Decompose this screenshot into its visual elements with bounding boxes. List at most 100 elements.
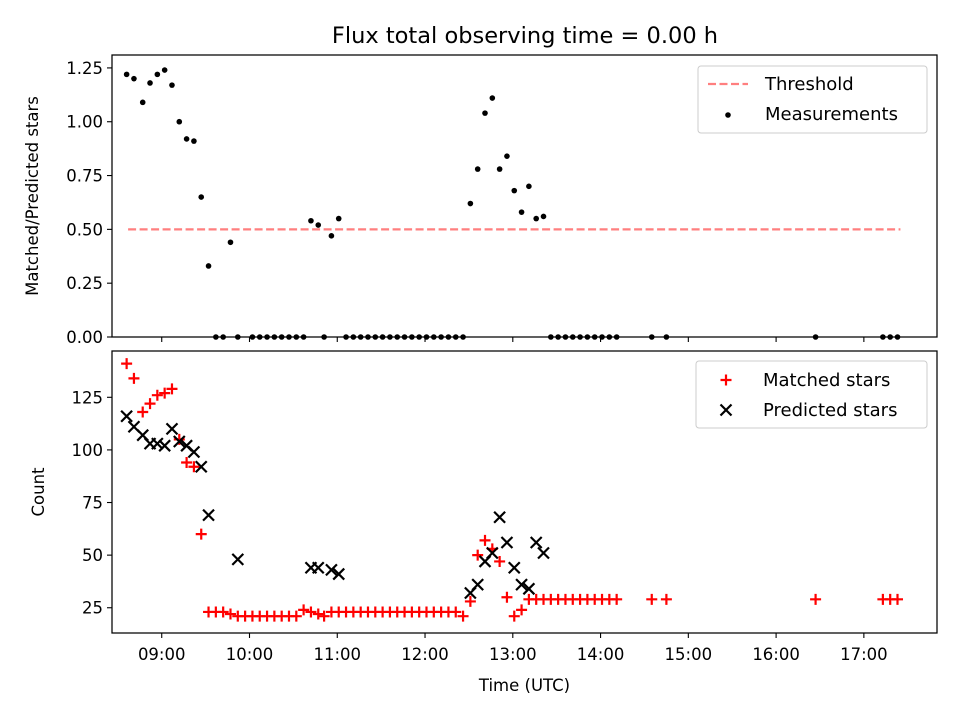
bottom-panel: 25 50 75 100 125 09:00 10:00 11:00 12:00 13:00 14… xyxy=(29,350,938,695)
matched-star-point xyxy=(508,610,520,622)
measurement-point xyxy=(482,110,488,116)
predicted-star-point xyxy=(471,578,484,591)
measurement-point xyxy=(198,194,205,200)
predicted-star-point xyxy=(165,422,179,436)
y-tick-label: 50 xyxy=(82,546,103,565)
legend-matched-label: Matched stars xyxy=(763,370,890,391)
predicted-star-point xyxy=(325,563,338,577)
predicted-star-point xyxy=(202,508,215,522)
top-y-axis: 0.00 0.25 0.50 0.75 1.00 1.25 xyxy=(66,59,112,347)
predicted-star-point xyxy=(187,445,201,459)
legend-predicted-swatch xyxy=(719,403,733,417)
predicted-star-point xyxy=(311,561,325,575)
matched-star-point xyxy=(121,358,133,370)
x-tick-label: 11:00 xyxy=(313,645,361,664)
y-tick-label: 75 xyxy=(82,494,103,513)
matched-star-point xyxy=(516,604,528,616)
legend-measurements-swatch xyxy=(725,112,731,118)
y-tick-label: 1.25 xyxy=(66,59,103,78)
measurement-point xyxy=(496,166,503,172)
predicted-star-point xyxy=(529,536,543,549)
matched-star-point xyxy=(450,606,462,618)
measurement-point xyxy=(147,80,153,86)
measurement-point xyxy=(131,75,137,82)
matched-star-point xyxy=(166,383,178,395)
x-tick-label: 10:00 xyxy=(226,645,274,664)
matched-star-point xyxy=(501,591,513,603)
measurement-point xyxy=(154,71,161,78)
measurement-point xyxy=(227,239,234,246)
chart-title: Flux total observing time = 0.00 h xyxy=(332,23,718,49)
matched-star-point xyxy=(318,610,330,622)
predicted-star-point xyxy=(486,546,499,560)
predicted-star-point xyxy=(500,536,514,549)
measurement-point xyxy=(335,215,342,222)
predicted-star-point xyxy=(537,546,550,560)
measurement-point xyxy=(183,136,190,142)
bottom-x-axis-label: Time (UTC) xyxy=(478,676,570,695)
bottom-y-axis-label: Count xyxy=(29,467,48,517)
top-x-axis xyxy=(161,337,865,342)
legend-predicted-marker xyxy=(719,403,733,417)
predicted-star-point xyxy=(493,510,506,524)
matched-star-point xyxy=(217,606,229,618)
matched-star-point xyxy=(290,610,302,622)
matched-star-point xyxy=(810,593,822,605)
x-tick-label: 16:00 xyxy=(752,645,800,664)
predicted-star-point xyxy=(231,553,245,566)
predicted-star-point xyxy=(332,567,346,581)
measurement-point xyxy=(540,213,547,220)
measurement-point xyxy=(328,233,335,239)
bottom-x-axis: 09:00 10:00 11:00 12:00 13:00 14:00 15:00 16:00… xyxy=(138,633,888,664)
top-y-axis-label: Matched/Predicted stars xyxy=(23,96,42,296)
measurement-point xyxy=(139,99,146,106)
measurement-point xyxy=(533,215,540,222)
matched-star-point xyxy=(159,387,171,399)
matched-star-point xyxy=(173,433,185,445)
measurement-point xyxy=(526,183,532,190)
x-tick-label: 17:00 xyxy=(840,645,888,664)
matched-star-point xyxy=(151,389,163,401)
measurement-point xyxy=(511,187,518,194)
x-tick-label: 09:00 xyxy=(138,645,186,664)
legend-matched-swatch xyxy=(720,374,732,386)
matched-star-point xyxy=(224,608,236,620)
matched-star-point xyxy=(195,528,207,540)
matched-star-point xyxy=(188,461,200,473)
matched-star-point xyxy=(144,398,156,410)
y-tick-label: 0.50 xyxy=(66,220,103,239)
bottom-y-axis: 25 50 75 100 125 xyxy=(72,388,112,618)
y-tick-label: 125 xyxy=(72,388,104,407)
measurement-point xyxy=(169,82,175,88)
predicted-star-point xyxy=(507,561,521,575)
predicted-star-point xyxy=(173,435,186,448)
matched-star-point xyxy=(137,406,149,418)
top-panel: 0.00 0.25 0.50 0.75 1.00 1.25 Matched/Predict… xyxy=(23,54,938,347)
matched-star-point xyxy=(611,593,623,605)
matched-star-point xyxy=(646,593,658,605)
bottom-plot-marks xyxy=(120,358,904,622)
predicted-star-point xyxy=(158,439,171,452)
y-tick-label: 100 xyxy=(72,441,104,460)
measurement-point xyxy=(504,153,510,159)
legend-predicted-label: Predicted stars xyxy=(763,400,897,421)
bottom-axes-frame xyxy=(111,350,938,634)
measurement-point xyxy=(308,217,314,224)
measurement-point xyxy=(205,263,212,269)
x-tick-label: 12:00 xyxy=(401,645,449,664)
y-tick-label: 0.25 xyxy=(66,274,103,293)
measurement-point xyxy=(315,222,322,228)
matched-star-point xyxy=(660,593,672,605)
measurement-point xyxy=(518,209,525,215)
legend-measurements-label: Measurements xyxy=(765,104,898,125)
predicted-star-point xyxy=(515,578,528,591)
matched-star-point xyxy=(312,608,324,620)
matched-star-point xyxy=(479,534,491,546)
x-tick-label: 15:00 xyxy=(665,645,713,664)
top-axes-frame xyxy=(111,54,938,338)
x-tick-label: 14:00 xyxy=(577,645,625,664)
top-legend: Threshold Measurements xyxy=(697,65,928,134)
matched-star-point xyxy=(128,372,140,384)
y-tick-label: 0.75 xyxy=(66,167,103,186)
